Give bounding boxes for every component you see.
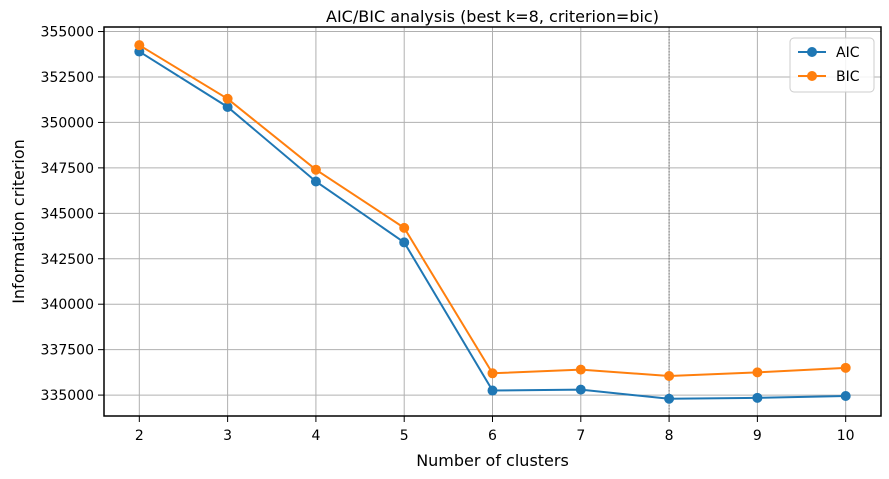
legend-label: AIC <box>836 45 860 61</box>
data-point-bic <box>664 371 675 382</box>
series-layer <box>134 40 851 404</box>
legend-item-bic: BIC <box>798 69 860 85</box>
x-tick-label: 7 <box>576 428 585 444</box>
chart-title: AIC/BIC analysis (best k=8, criterion=bi… <box>326 7 659 26</box>
data-point-aic <box>752 392 763 403</box>
x-tick-label: 8 <box>665 428 674 444</box>
x-tick-label: 2 <box>135 428 144 444</box>
legend-box <box>789 37 875 93</box>
data-point-aic <box>399 237 410 248</box>
x-tick-label: 4 <box>311 428 320 444</box>
legend-marker <box>807 47 817 57</box>
data-point-aic <box>840 391 851 402</box>
y-axis-ticks: 335000 337500 340000 342500 345000 347500 3500… <box>41 25 104 404</box>
y-axis-label: Information criterion <box>9 139 28 304</box>
y-tick-label: 355000 <box>41 25 94 41</box>
y-tick-label: 337500 <box>41 343 94 359</box>
legend-marker <box>807 71 817 81</box>
data-point-aic <box>487 385 498 396</box>
x-tick-label: 3 <box>223 428 232 444</box>
y-tick-label: 352500 <box>41 70 94 86</box>
x-tick-label: 6 <box>488 428 497 444</box>
legend-label: BIC <box>836 69 860 85</box>
series-bic <box>134 40 851 382</box>
data-point-aic <box>222 101 233 112</box>
data-point-aic <box>664 393 675 404</box>
data-point-bic <box>752 367 763 378</box>
x-tick-label: 9 <box>753 428 762 444</box>
y-tick-label: 335000 <box>41 388 94 404</box>
legend-item-aic: AIC <box>798 45 860 61</box>
data-point-bic <box>310 164 321 175</box>
y-tick-label: 350000 <box>41 115 94 131</box>
series-aic <box>134 46 851 404</box>
data-point-bic <box>134 40 145 51</box>
y-tick-label: 340000 <box>41 297 94 313</box>
data-point-bic <box>487 368 498 379</box>
data-point-bic <box>222 93 233 104</box>
y-tick-label: 347500 <box>41 161 94 177</box>
x-tick-label: 10 <box>837 428 855 444</box>
data-point-bic <box>840 362 851 373</box>
y-tick-label: 342500 <box>41 252 94 268</box>
data-point-bic <box>399 222 410 233</box>
x-axis-label: Number of clusters <box>416 451 569 470</box>
y-tick-label: 345000 <box>41 206 94 222</box>
data-point-bic <box>575 364 586 375</box>
x-tick-label: 5 <box>400 428 409 444</box>
x-axis-ticks: 2 3 4 5 6 7 8 9 10 <box>135 416 855 444</box>
grid <box>104 27 881 416</box>
legend: AIC BIC <box>789 37 875 93</box>
data-point-aic <box>310 176 321 187</box>
data-point-aic <box>575 384 586 395</box>
